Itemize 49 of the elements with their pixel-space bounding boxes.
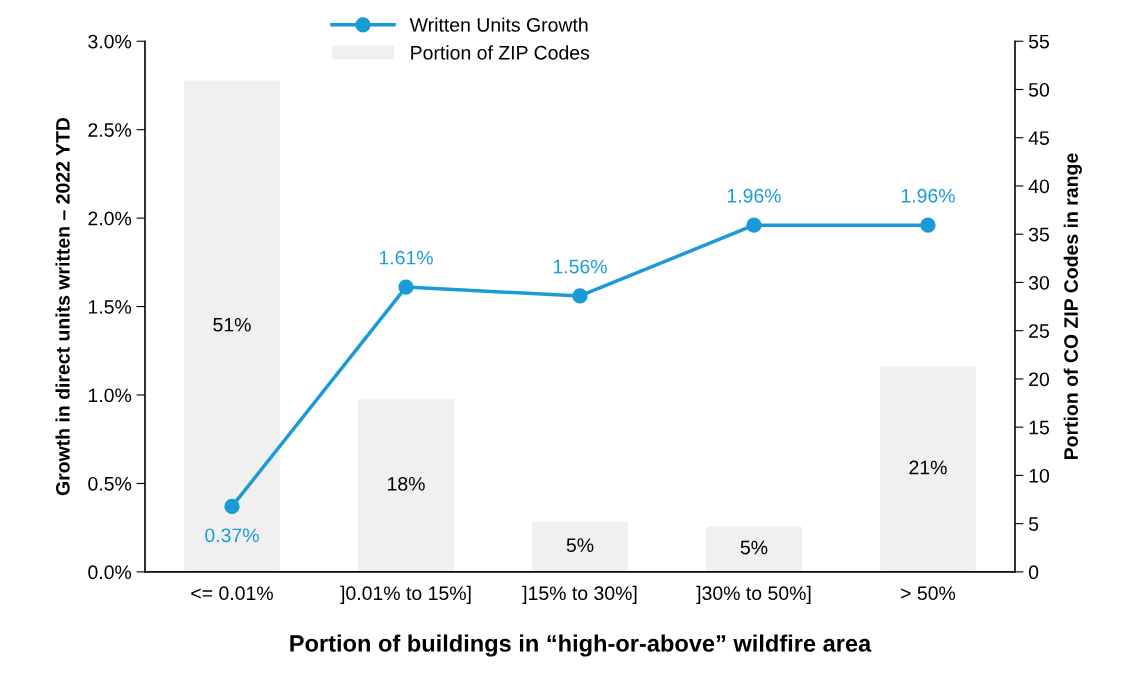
bar — [184, 80, 280, 572]
point — [398, 279, 414, 295]
data-label: 1.96% — [727, 188, 781, 203]
y-tick-label: 0.0% — [88, 565, 132, 580]
y2-tick-label: 55 — [1028, 34, 1049, 49]
y-tick-label: 2.0% — [88, 211, 132, 226]
y-axis-title: Growth in direct units written – 2022 YTD — [55, 117, 70, 496]
y2-tick-label: 10 — [1029, 468, 1050, 483]
bar — [532, 521, 628, 572]
data-label: 1.61% — [379, 250, 433, 265]
data-label: 18% — [388, 476, 425, 491]
x-tick-label: > 50% — [901, 586, 956, 601]
point — [224, 498, 240, 515]
data-label: 51% — [213, 317, 251, 332]
y2-axis-title: Portion of CO ZIP Codes in range — [1063, 153, 1082, 460]
y2-tick-label: 45 — [1028, 131, 1049, 145]
y2-tick-label: 30 — [1028, 275, 1050, 290]
y2-tick-label: 5 — [1028, 517, 1039, 531]
data-label: 5% — [566, 538, 594, 553]
y2-tick-label: 35 — [1028, 227, 1049, 242]
data-label: 5% — [740, 540, 768, 555]
y2-tick-label: 50 — [1028, 82, 1050, 97]
y2-tick-label: 20 — [1029, 372, 1050, 387]
y2-tick-label: 15 — [1029, 420, 1049, 435]
point — [572, 288, 588, 304]
y-tick-label: 0.5% — [88, 476, 132, 491]
x-tick-label: ]30% to 50%] — [696, 585, 811, 604]
data-label: 1.56% — [553, 259, 607, 274]
x-axis-title: Portion of buildings in “high-or-above” wildfire area — [290, 634, 872, 657]
point — [746, 217, 762, 233]
y-tick-label: 3.0% — [88, 34, 132, 49]
legend-label: Written Units Growth — [409, 17, 588, 32]
y-tick-label: 1.0% — [88, 388, 132, 403]
data-label: 21% — [909, 460, 947, 475]
bar — [706, 526, 802, 572]
y-tick-label: 2.5% — [88, 123, 132, 137]
point — [920, 217, 936, 233]
legend-label: Portion of ZIP Codes — [411, 45, 590, 60]
bar — [358, 399, 454, 572]
y2-tick-label: 40 — [1028, 179, 1050, 194]
x-tick-label: ]0.01% to 15%] — [340, 585, 471, 604]
data-label: 0.37% — [205, 528, 259, 543]
x-tick-label: ]15% to 30%] — [522, 585, 637, 604]
bar — [880, 366, 976, 572]
y2-tick-label: 25 — [1029, 324, 1049, 338]
data-label: 1.96% — [901, 188, 955, 203]
y2-tick-label: 0 — [1028, 565, 1039, 580]
x-tick-label: <= 0.01% — [191, 586, 273, 601]
y-tick-label: 1.5% — [88, 300, 132, 314]
